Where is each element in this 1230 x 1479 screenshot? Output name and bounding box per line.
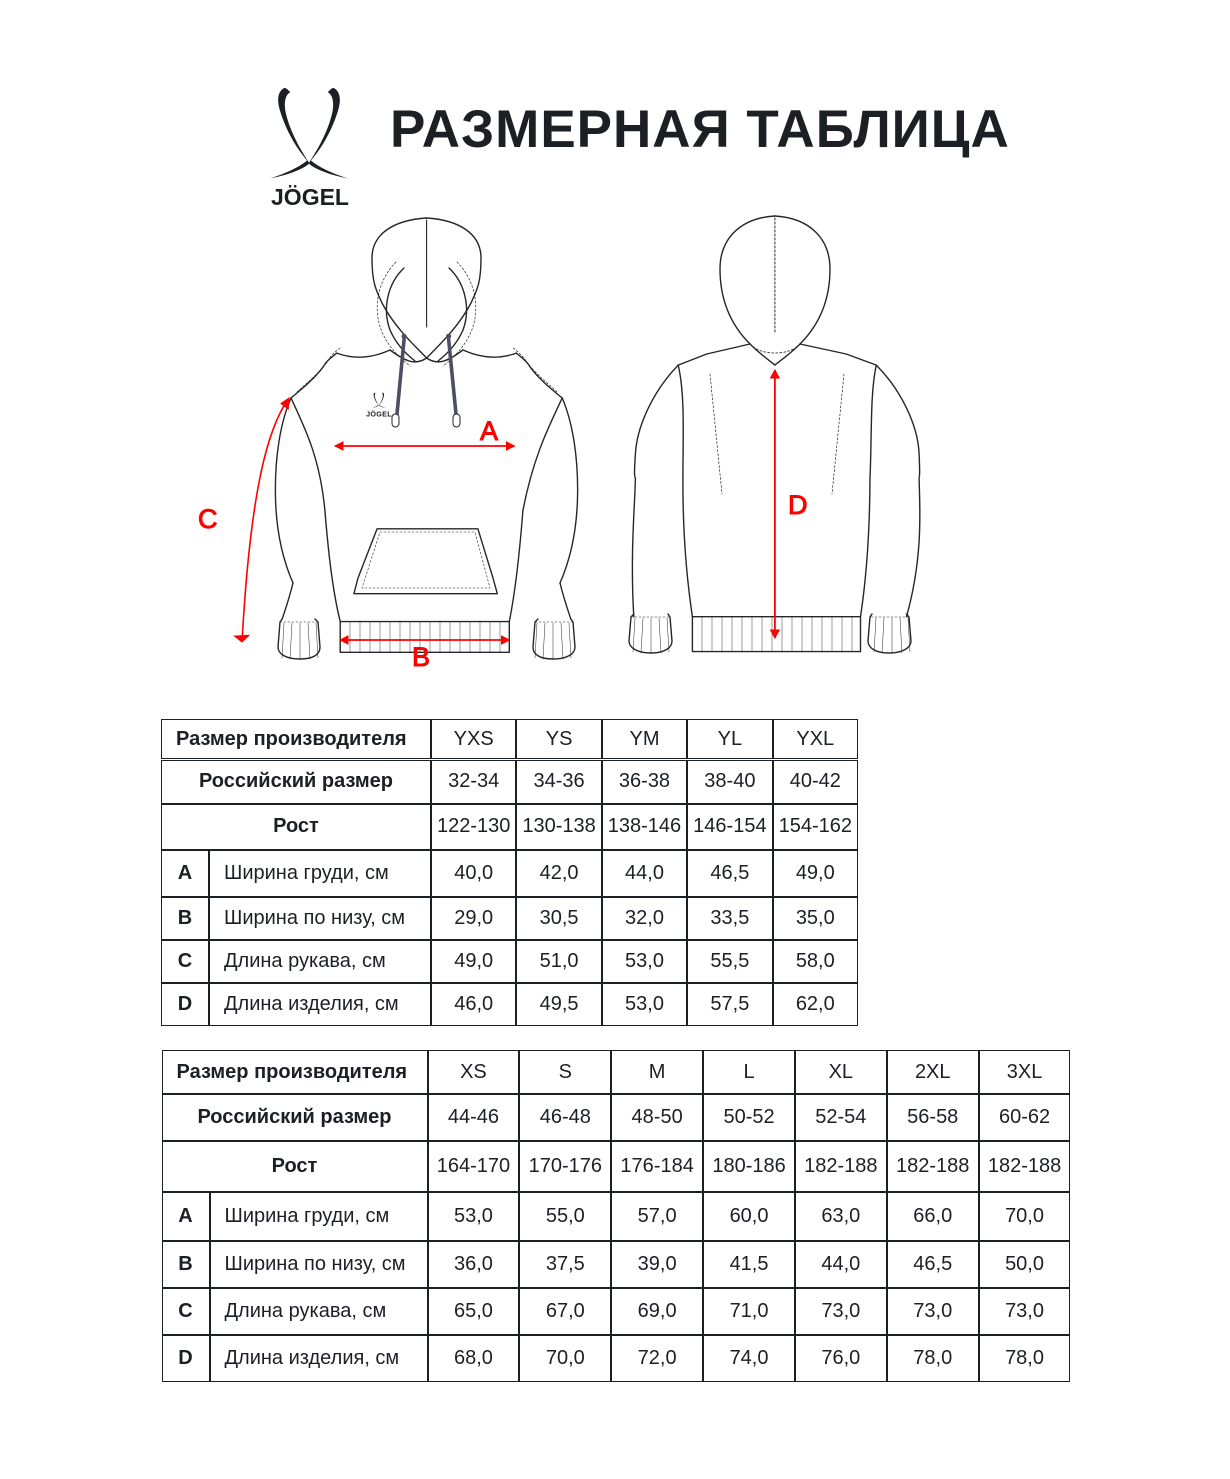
svg-text:C: C xyxy=(198,504,218,534)
svg-text:D: D xyxy=(788,490,808,520)
svg-text:A: A xyxy=(480,416,498,446)
svg-text:B: B xyxy=(412,642,430,672)
